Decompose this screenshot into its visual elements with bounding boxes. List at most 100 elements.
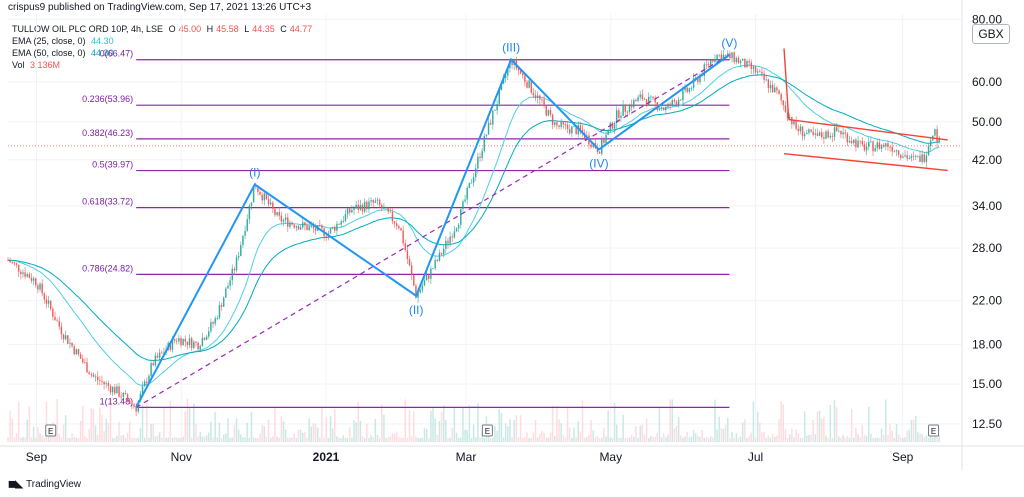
volume-bar: [688, 437, 691, 442]
candle-body: [917, 155, 919, 157]
candle-body: [814, 133, 817, 135]
volume-bar: [383, 414, 385, 442]
volume-bar: [28, 406, 31, 442]
symbol-name[interactable]: TULLOW OIL PLC ORD 10P, 4h, LSE: [12, 24, 164, 34]
candle-body: [282, 219, 285, 222]
candle-body: [938, 137, 940, 143]
volume-bar: [821, 418, 823, 442]
candle-body: [863, 144, 866, 151]
candle-body: [126, 394, 129, 401]
volume-bar: [376, 434, 379, 442]
volume-bar: [914, 415, 917, 442]
candle-body: [381, 205, 383, 209]
volume-bar: [786, 437, 789, 442]
candle-body: [556, 122, 558, 126]
volume-bar: [564, 437, 567, 442]
candle-body: [291, 222, 293, 225]
volume-bar: [225, 433, 227, 442]
candle-body: [500, 83, 503, 91]
candle-body: [643, 98, 646, 100]
volume-bar: [650, 435, 652, 442]
candle-body: [37, 285, 39, 290]
volume-bar: [904, 436, 906, 442]
volume-bar: [729, 437, 731, 442]
candle-body: [895, 150, 898, 152]
volume-bar: [692, 429, 695, 442]
volume-bar: [900, 437, 902, 442]
volume-bar: [498, 409, 500, 442]
volume-bar: [590, 419, 592, 442]
candle-body: [124, 393, 127, 395]
volume-bar: [180, 438, 182, 442]
fib-level-label: 0.786(24.82): [82, 263, 133, 273]
candle-body: [483, 136, 486, 151]
candle-body: [697, 77, 699, 83]
volume-bar: [714, 399, 716, 442]
candle-body: [391, 212, 394, 222]
volume-label[interactable]: Vol: [12, 60, 25, 70]
candle-body: [464, 199, 466, 202]
candle-body: [545, 105, 547, 116]
volume-bar: [697, 435, 699, 442]
candle-body: [378, 199, 381, 206]
volume-bar: [615, 424, 618, 442]
volume-bar: [184, 411, 187, 442]
volume-bar: [513, 420, 515, 442]
ema50-label[interactable]: EMA (50, close, 0): [12, 48, 86, 58]
volume-bar: [816, 411, 819, 442]
candle-body: [472, 176, 475, 183]
volume-bar: [487, 433, 490, 442]
volume-bar: [571, 437, 573, 442]
fib-level-label: 0.618(33.72): [82, 197, 133, 207]
volume-bar: [11, 418, 14, 442]
volume-bar: [806, 435, 808, 442]
volume-bar: [342, 435, 345, 442]
volume-bar: [445, 419, 447, 442]
volume-bar: [197, 436, 199, 442]
candle-body: [857, 140, 859, 148]
candle-body: [759, 71, 761, 73]
ema25-label[interactable]: EMA (25, close, 0): [12, 36, 86, 46]
candle-body: [436, 259, 439, 261]
volume-bar: [910, 419, 913, 442]
volume-bar: [171, 437, 174, 442]
price-chart[interactable]: 0(66.47) 0.236(53.96) 0.382(46.23) 0.5(39.9…: [0, 0, 1024, 478]
candle-body: [720, 54, 723, 61]
candle-body: [67, 335, 69, 344]
candle-body: [893, 151, 896, 153]
volume-bar: [675, 426, 678, 442]
candle-body: [197, 342, 199, 350]
x-tick-label: Jul: [748, 450, 763, 464]
volume-bar: [859, 437, 861, 442]
volume-bar: [808, 434, 810, 442]
volume-bar: [893, 437, 896, 442]
wave-label: (V): [721, 36, 737, 50]
volume-bar: [737, 437, 740, 442]
volume-bar: [182, 436, 184, 442]
candle-body: [393, 221, 396, 224]
volume-bar: [284, 429, 287, 442]
y-tick-label: 34.00: [972, 199, 1002, 213]
volume-bar: [583, 437, 586, 442]
x-tick-label: Sep: [26, 450, 48, 464]
y-tick-label: 42.00: [972, 153, 1002, 167]
candle-body: [921, 154, 923, 162]
candle-body: [718, 54, 720, 56]
candle-body: [58, 321, 61, 327]
candle-body: [338, 223, 340, 225]
candle-body: [210, 322, 212, 332]
x-tick-label: Mar: [456, 450, 477, 464]
candle-body: [79, 354, 82, 359]
volume-bar: [188, 407, 191, 442]
candle-body: [844, 132, 846, 134]
volume-bar: [395, 431, 398, 442]
volume-bar: [314, 423, 317, 442]
volume-bar: [124, 437, 127, 442]
volume-bar: [720, 427, 723, 442]
volume-bar: [148, 437, 150, 442]
volume-bar: [492, 437, 494, 442]
candle-body: [248, 205, 251, 220]
volume-bar: [677, 417, 680, 442]
candle-body: [780, 94, 782, 101]
currency-badge[interactable]: GBX: [972, 24, 1010, 44]
